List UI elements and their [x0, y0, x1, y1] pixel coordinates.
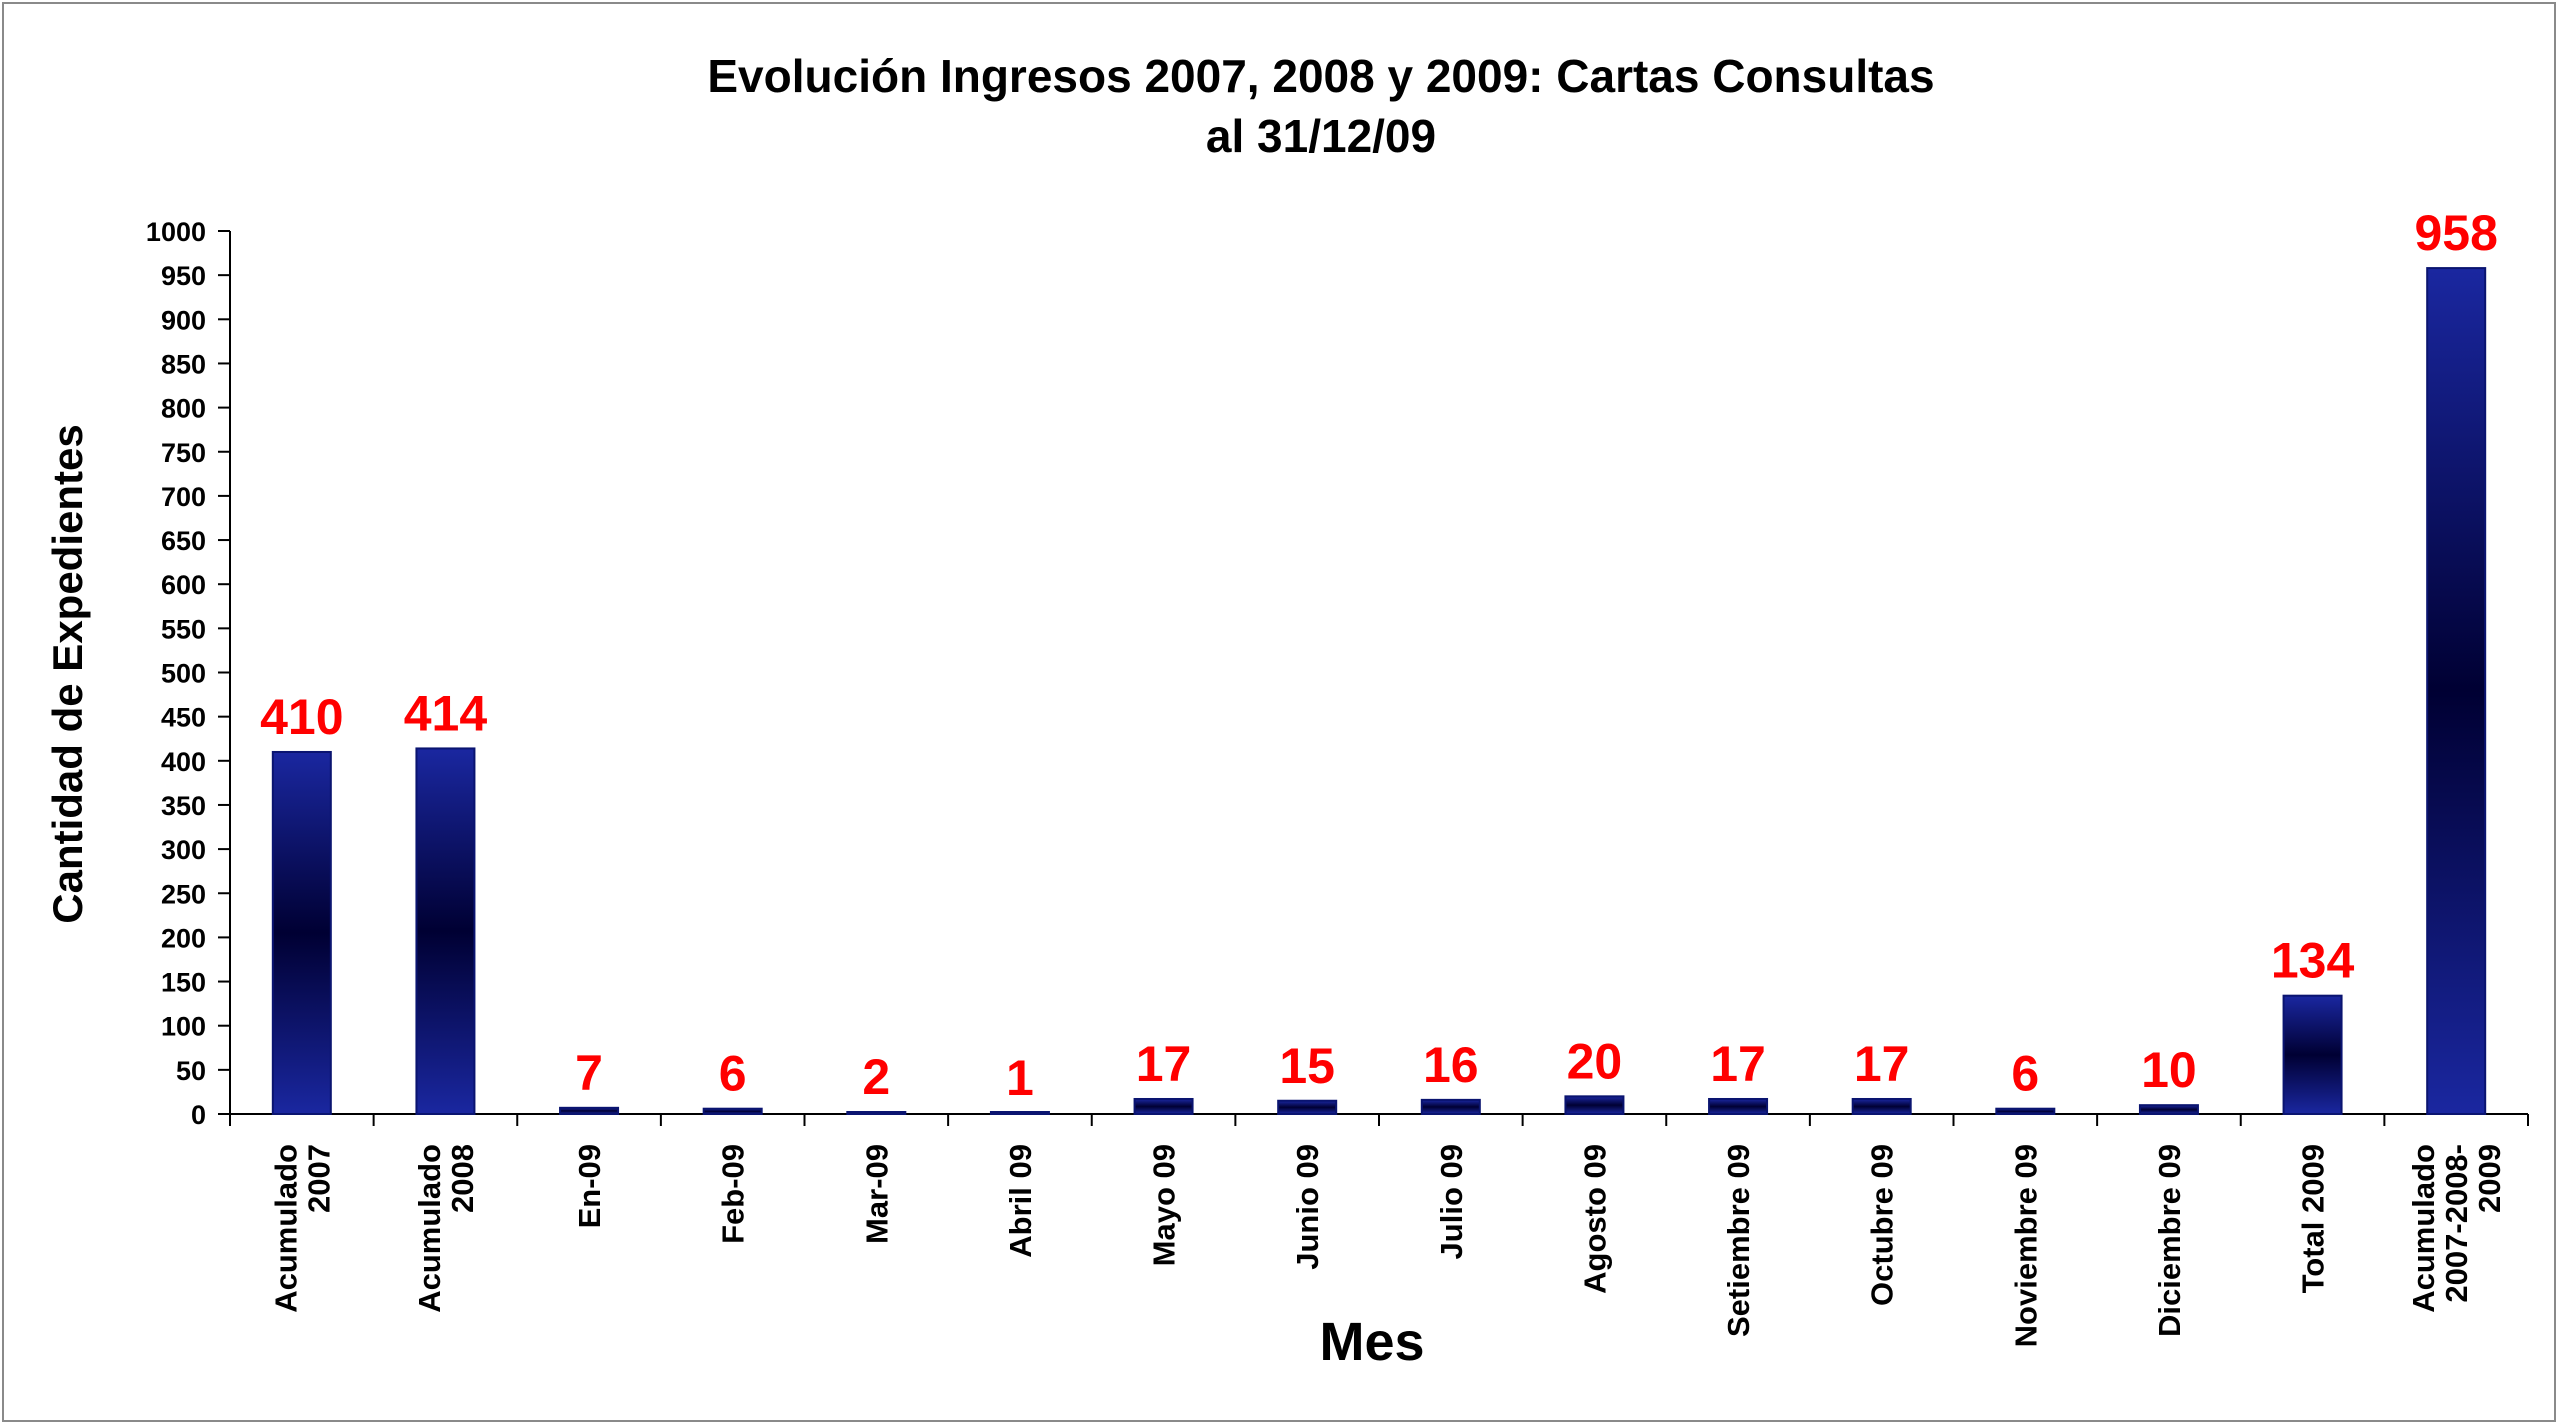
- bar: [2426, 267, 2487, 1115]
- x-tick-label: Julio 09: [1434, 1144, 1469, 1259]
- bar: [1851, 1097, 1912, 1116]
- y-tick-label: 0: [191, 1100, 206, 1130]
- y-tick-label: 550: [161, 614, 206, 644]
- data-label: 20: [1567, 1033, 1623, 1089]
- bar: [1277, 1099, 1338, 1116]
- x-tick-label: En-09: [572, 1144, 607, 1228]
- x-tick-label: Abril 09: [1003, 1144, 1038, 1258]
- y-tick-label: 950: [161, 261, 206, 291]
- x-tick-label: Mayo 09: [1147, 1144, 1182, 1266]
- x-tick-label-line: 2008: [445, 1144, 480, 1213]
- x-tick-label-line: Julio 09: [1434, 1144, 1469, 1259]
- x-tick-label-line: En-09: [572, 1144, 607, 1228]
- plot-area: 0 50 100 150 200 250 300 350 400 450 500 550 600 650 7…: [146, 205, 2529, 1347]
- y-tick-label: 200: [161, 923, 206, 953]
- bar: [559, 1106, 620, 1115]
- bar: [1995, 1107, 2056, 1116]
- y-tick-label: 600: [161, 570, 206, 600]
- y-tick-label: 800: [161, 394, 206, 424]
- data-label: 6: [719, 1046, 747, 1102]
- x-tick-label: Agosto 09: [1577, 1144, 1612, 1294]
- bar: [271, 750, 332, 1115]
- bar: [1708, 1097, 1769, 1116]
- y-tick-label: 700: [161, 482, 206, 512]
- data-label: 10: [2141, 1042, 2197, 1098]
- x-tick-label-line: 2009: [2472, 1144, 2507, 1213]
- x-tick-label: Feb-09: [716, 1144, 751, 1244]
- y-tick-label: 300: [161, 835, 206, 865]
- data-label: 958: [2414, 205, 2497, 261]
- x-tick-label: Junio 09: [1290, 1144, 1325, 1270]
- x-tick-label-line: Mayo 09: [1147, 1144, 1182, 1266]
- bar: [1133, 1097, 1194, 1116]
- x-tick-label-line: Total 2009: [2296, 1144, 2331, 1293]
- data-label: 15: [1279, 1038, 1335, 1094]
- bar: [989, 1111, 1050, 1115]
- y-tick-label: 250: [161, 879, 206, 909]
- x-tick-label-line: Junio 09: [1290, 1144, 1325, 1270]
- y-tick-label: 500: [161, 659, 206, 689]
- y-tick-label: 450: [161, 703, 206, 733]
- bar: [415, 747, 476, 1115]
- x-tick-label-line: Abril 09: [1003, 1144, 1038, 1258]
- x-tick-label: Setiembre 09: [1721, 1144, 1756, 1337]
- y-tick-label: 350: [161, 791, 206, 821]
- data-label: 2: [862, 1049, 890, 1105]
- x-tick-label: Octubre 09: [1865, 1144, 1900, 1306]
- data-label: 17: [1710, 1036, 1766, 1092]
- data-label: 410: [260, 689, 343, 745]
- chart-title-line-2: al 31/12/09: [1206, 110, 1436, 162]
- x-tick-label-line: 2007: [301, 1144, 336, 1213]
- x-tick-label-line: Agosto 09: [1577, 1144, 1612, 1294]
- y-tick-label: 150: [161, 968, 206, 998]
- data-label: 17: [1136, 1036, 1192, 1092]
- y-tick-label: 650: [161, 526, 206, 556]
- bar: [846, 1111, 907, 1115]
- y-tick-label: 1000: [146, 217, 206, 247]
- y-tick-label: 100: [161, 1012, 206, 1042]
- data-label: 6: [2011, 1046, 2039, 1102]
- x-tick-label-line: Diciembre 09: [2152, 1144, 2187, 1337]
- bar-chart: Evolución Ingresos 2007, 2008 y 2009: Ca…: [44, 50, 2529, 1372]
- data-label: 134: [2271, 933, 2355, 989]
- data-label: 16: [1423, 1037, 1479, 1093]
- y-axis-title: Cantidad de Expedientes: [44, 424, 91, 923]
- data-label: 1: [1006, 1050, 1034, 1106]
- x-tick-label: Total 2009: [2296, 1144, 2331, 1293]
- bar: [702, 1107, 763, 1116]
- x-tick-label-line: Acumulado: [268, 1144, 303, 1313]
- x-tick-label-line: Octubre 09: [1865, 1144, 1900, 1306]
- x-tick-label-line: Feb-09: [716, 1144, 751, 1244]
- x-tick-label-line: Setiembre 09: [1721, 1144, 1756, 1337]
- bar: [2282, 994, 2343, 1115]
- y-tick-label: 900: [161, 305, 206, 335]
- x-tick-label-line: Mar-09: [859, 1144, 894, 1244]
- x-tick-label-line: Acumulado: [412, 1144, 447, 1313]
- x-tick-label: Noviembre 09: [2008, 1144, 2043, 1347]
- bar: [1564, 1095, 1625, 1115]
- y-tick-label: 50: [176, 1056, 206, 1086]
- data-label: 414: [404, 685, 488, 741]
- data-label: 17: [1854, 1036, 1910, 1092]
- x-tick-label-line: 2007-2008-: [2439, 1144, 2474, 1303]
- x-axis-title: Mes: [1319, 1312, 1424, 1372]
- x-tick-label-line: Noviembre 09: [2008, 1144, 2043, 1347]
- x-tick-label: Mar-09: [859, 1144, 894, 1244]
- x-tick-label: Diciembre 09: [2152, 1144, 2187, 1337]
- bar: [2138, 1104, 2199, 1116]
- data-label: 7: [575, 1045, 603, 1101]
- y-tick-label: 750: [161, 438, 206, 468]
- x-tick-label-line: Acumulado: [2406, 1144, 2441, 1313]
- chart-title-line-1: Evolución Ingresos 2007, 2008 y 2009: Ca…: [707, 50, 1934, 102]
- y-tick-label: 850: [161, 349, 206, 379]
- bar: [1420, 1098, 1481, 1115]
- y-tick-label: 400: [161, 747, 206, 777]
